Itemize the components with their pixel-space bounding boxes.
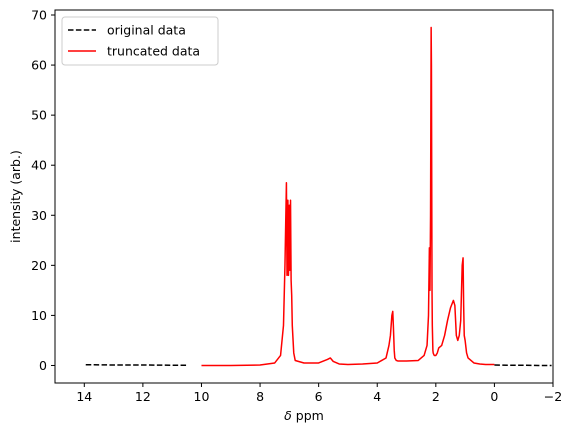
series-line-original-data-0 bbox=[85, 363, 187, 366]
y-axis-ticks: 0 10 20 30 40 50 60 70 bbox=[31, 8, 55, 373]
x-axis-label-unit: ppm bbox=[292, 408, 324, 423]
y-tick-label: 60 bbox=[31, 58, 47, 73]
series-layer bbox=[85, 26, 552, 367]
x-axis-label: δ ppm bbox=[284, 408, 324, 423]
x-tick-label: 6 bbox=[315, 389, 323, 404]
y-tick-label: 0 bbox=[39, 358, 47, 373]
x-tick-label: 4 bbox=[373, 389, 381, 404]
x-tick-label: 10 bbox=[194, 389, 210, 404]
x-tick-label: 8 bbox=[256, 389, 264, 404]
x-axis-label-symbol: δ bbox=[284, 408, 292, 423]
x-tick-label: 14 bbox=[76, 389, 92, 404]
series-line-original-data-1 bbox=[494, 364, 552, 367]
y-tick-label: 10 bbox=[31, 308, 47, 323]
y-tick-label: 30 bbox=[31, 208, 47, 223]
series-line-truncated-data-2 bbox=[201, 26, 495, 367]
x-tick-label: 2 bbox=[432, 389, 440, 404]
x-tick-label: 0 bbox=[490, 389, 498, 404]
y-axis-label: intensity (arb.) bbox=[8, 150, 23, 243]
plot-area-background bbox=[55, 10, 553, 383]
x-tick-label: −2 bbox=[544, 389, 562, 404]
y-tick-label: 50 bbox=[31, 108, 47, 123]
x-tick-label: 12 bbox=[135, 389, 151, 404]
legend: original data truncated data bbox=[61, 16, 219, 66]
y-tick-label: 70 bbox=[31, 8, 47, 23]
y-tick-label: 40 bbox=[31, 158, 47, 173]
x-axis-ticks: 14 12 10 8 6 4 2 0 −2 bbox=[76, 383, 562, 404]
legend-label-truncated-data: truncated data bbox=[107, 44, 200, 59]
y-tick-label: 20 bbox=[31, 258, 47, 273]
legend-box bbox=[61, 16, 219, 66]
plot-area-frame bbox=[54, 9, 554, 384]
legend-label-original-data: original data bbox=[107, 23, 186, 38]
